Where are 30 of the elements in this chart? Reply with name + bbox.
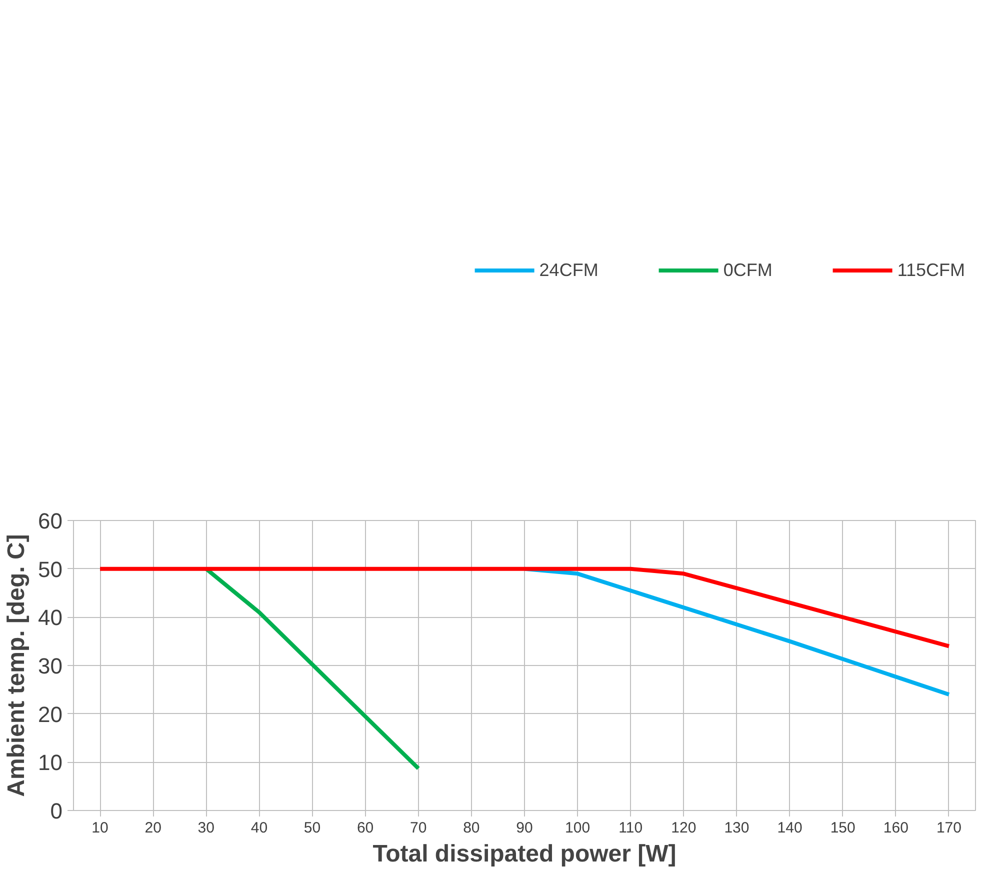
y-tick-label: 60 [38, 508, 63, 534]
x-tick-label: 130 [724, 820, 750, 836]
y-axis-title: Ambient temp. [deg. C] [3, 534, 30, 797]
y-tick-label: 20 [38, 702, 63, 727]
x-tick-label: 120 [671, 820, 696, 836]
x-axis-title: Total dissipated power [W] [372, 840, 676, 868]
y-tick-label: 30 [38, 654, 63, 678]
x-tick-label: 140 [777, 820, 802, 836]
x-tick-label: 90 [516, 820, 533, 836]
x-tick-label: 40 [250, 820, 268, 836]
x-tick-label: 150 [830, 820, 856, 836]
line-series [98, 566, 951, 648]
legend-label: 0CFM [723, 260, 772, 280]
x-tick-label: 50 [304, 820, 321, 836]
x-tick-label: 30 [198, 820, 214, 836]
x-tick-label: 170 [936, 820, 962, 836]
x-tick-label: 160 [883, 820, 908, 836]
x-tick-label: 110 [618, 820, 643, 836]
x-tick-label: 80 [463, 820, 480, 836]
y-tick-label: 50 [38, 556, 63, 582]
x-tick-label: 100 [565, 820, 590, 836]
x-tick-label: 70 [410, 820, 427, 836]
x-tick-label: 60 [356, 820, 374, 836]
x-tick-label: 10 [92, 820, 108, 836]
y-tick-label: 10 [38, 750, 63, 776]
legend-label: 115CFM [897, 260, 965, 280]
y-tick-label: 40 [38, 605, 63, 630]
x-tick-label: 20 [144, 820, 162, 836]
y-tick-label: 0 [50, 798, 63, 824]
legend-label: 24CFM [539, 260, 598, 280]
